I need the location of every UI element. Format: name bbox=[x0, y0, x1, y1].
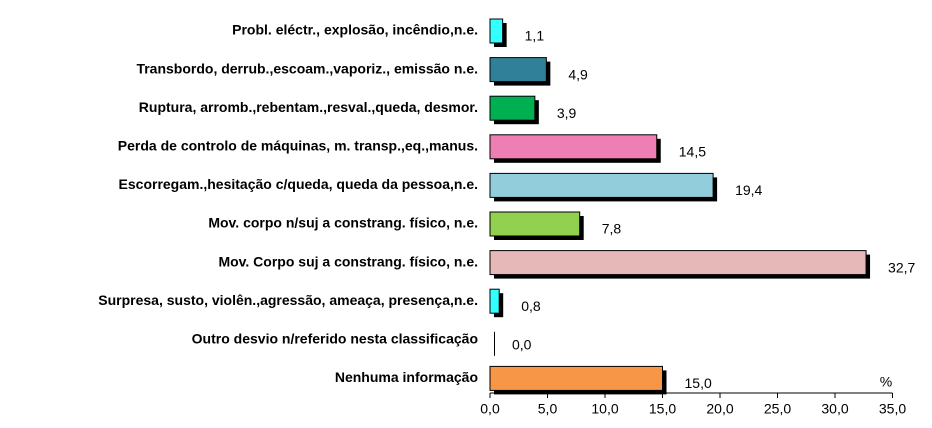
value-label: 15,0 bbox=[685, 375, 712, 391]
bar bbox=[489, 250, 867, 276]
bar bbox=[489, 57, 547, 83]
x-tick-label: 10,0 bbox=[591, 401, 618, 417]
x-tick-label: 30,0 bbox=[821, 401, 848, 417]
value-label: 3,9 bbox=[557, 105, 577, 121]
x-tick-label: 5,0 bbox=[538, 401, 558, 417]
value-label: 14,5 bbox=[679, 144, 706, 160]
bar bbox=[489, 288, 500, 314]
x-tick-label: 35,0 bbox=[879, 401, 906, 417]
value-label: 0,0 bbox=[512, 337, 532, 353]
category-label: Transbordo, derrub.,escoam.,vaporiz., em… bbox=[136, 60, 478, 76]
value-label: 32,7 bbox=[888, 259, 915, 275]
value-label: 7,8 bbox=[602, 221, 622, 237]
bar bbox=[489, 95, 536, 121]
bar bbox=[489, 211, 581, 237]
bar bbox=[489, 134, 658, 160]
value-label: 1,1 bbox=[525, 28, 545, 44]
category-label: Outro desvio n/referido nesta classifica… bbox=[192, 331, 478, 347]
category-label: Ruptura, arromb.,rebentam.,resval.,queda… bbox=[139, 99, 478, 115]
bar bbox=[489, 172, 714, 198]
bar bbox=[489, 365, 663, 391]
category-label: Escorregam.,hesitação c/queda, queda da … bbox=[119, 176, 478, 192]
x-tick-label: 15,0 bbox=[649, 401, 676, 417]
value-label: 19,4 bbox=[735, 182, 762, 198]
bar-shadow bbox=[494, 331, 495, 356]
category-label: Mov. corpo n/suj a constrang. físico, n.… bbox=[208, 215, 478, 231]
category-label: Mov. Corpo suj a constrang. físico, n.e. bbox=[218, 253, 478, 269]
category-label: Nenhuma informação bbox=[335, 369, 478, 385]
category-label: Surpresa, susto, violên.,agressão, ameaç… bbox=[98, 292, 478, 308]
bar bbox=[489, 18, 504, 44]
unit-annotation: % bbox=[880, 374, 892, 390]
category-label: Perda de controlo de máquinas, m. transp… bbox=[118, 138, 478, 154]
category-label: Probl. eléctr., explosão, incêndio,n.e. bbox=[232, 22, 478, 38]
value-label: 4,9 bbox=[568, 66, 588, 82]
x-tick-label: 25,0 bbox=[764, 401, 791, 417]
x-tick-label: 0,0 bbox=[480, 401, 500, 417]
x-tick-label: 20,0 bbox=[706, 401, 733, 417]
value-label: 0,8 bbox=[521, 298, 541, 314]
